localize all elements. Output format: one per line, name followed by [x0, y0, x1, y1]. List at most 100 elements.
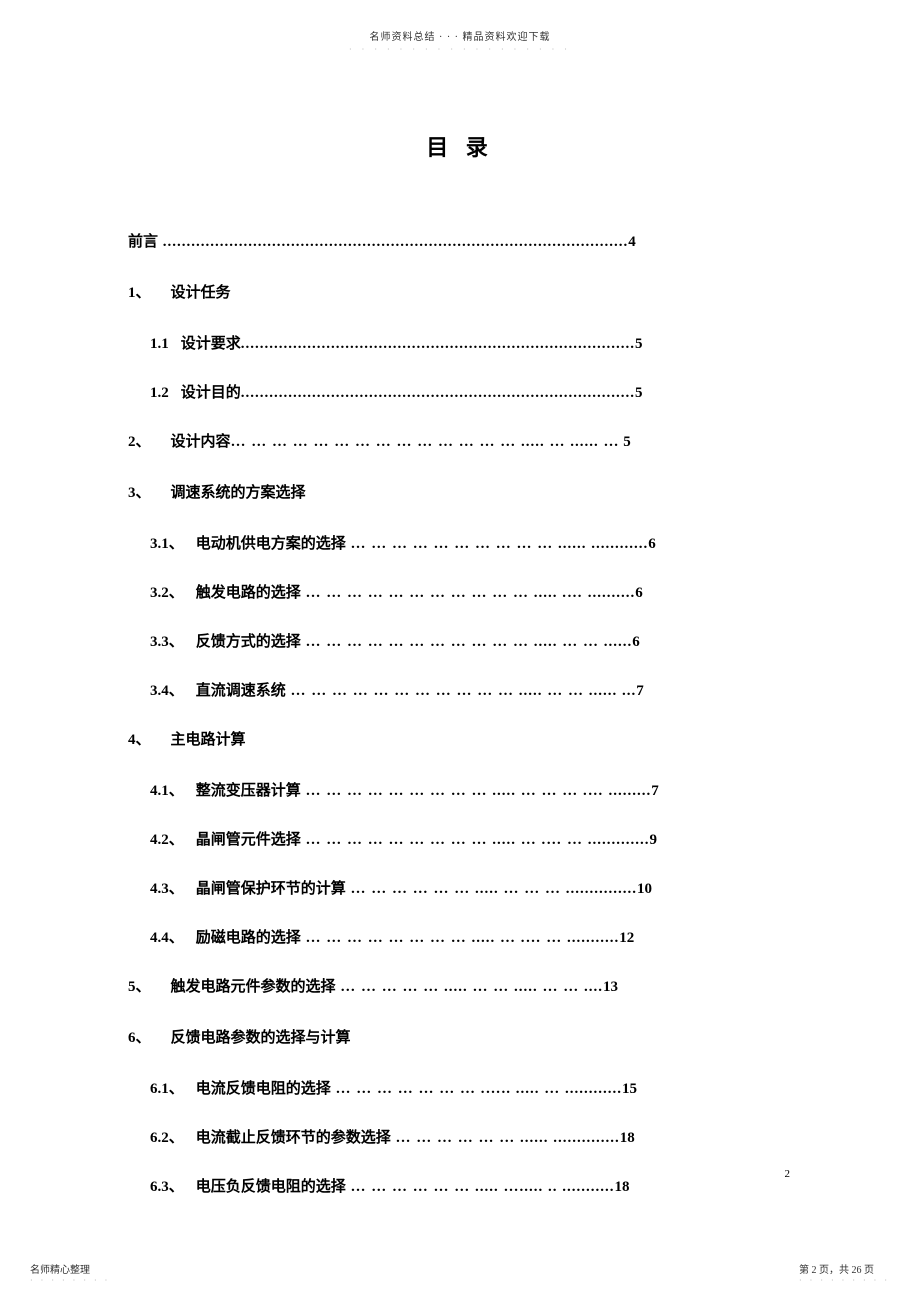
toc-label: 反馈方式的选择	[196, 630, 301, 651]
toc-label: 反馈电路参数的选择与计算	[171, 1026, 351, 1047]
toc-label: 设计内容	[171, 430, 231, 451]
toc-label: 触发电路的选择	[196, 581, 301, 602]
toc-item: 3.1、电动机供电方案的选择 … … … … … … … … … … .....…	[128, 532, 778, 553]
toc-item: 1、设计任务	[128, 281, 778, 302]
toc-page: 7	[636, 683, 644, 699]
toc-number: 4、	[128, 728, 151, 749]
toc-item: 3、调速系统的方案选择	[128, 481, 778, 502]
toc-item: 1.2 设计目的.................................…	[128, 381, 778, 402]
toc-number: 3.2、	[150, 581, 184, 602]
toc-label: 设计要求	[181, 332, 241, 353]
toc-page: 6	[648, 536, 656, 552]
toc-label: 电流截止反馈环节的参数选择	[196, 1126, 391, 1147]
document-title: 目 录	[0, 130, 920, 162]
toc-page: 5	[620, 434, 631, 450]
toc-label: 晶闸管保护环节的计算	[196, 877, 346, 898]
toc-page: 5	[635, 385, 643, 401]
header-dots: · · · · · · · · · · · · · · · · · ·	[0, 45, 920, 54]
toc-number: 6.2、	[150, 1126, 184, 1147]
toc-item: 2、设计内容… … … … … … … … … … … … … … ..... …	[128, 430, 778, 451]
toc-number: 6.3、	[150, 1175, 184, 1196]
toc-item: 4.1、整流变压器计算 … … … … … … … … … ..... … … …	[128, 779, 778, 800]
toc-item: 4.2、晶闸管元件选择 … … … … … … … … … ..... … .……	[128, 828, 778, 849]
toc-page: 18	[620, 1130, 635, 1146]
toc-dots: … … … … … ..... … … ..... … … ....	[336, 979, 604, 995]
footer-left-text: 名师精心整理	[30, 1261, 110, 1276]
toc-item: 6、反馈电路参数的选择与计算	[128, 1026, 778, 1047]
toc-page: 6	[635, 585, 643, 601]
toc-number: 1.2	[150, 385, 169, 402]
toc-number: 1.1	[150, 336, 169, 353]
toc-dots: ........................................…	[241, 336, 635, 352]
toc-page: 7	[651, 783, 659, 799]
toc-item: 4、主电路计算	[128, 728, 778, 749]
document-header: 名师资料总结 · · · 精品资料欢迎下载 · · · · · · · · · …	[0, 28, 920, 54]
toc-dots: … … … … … … … … … … … ..... .… .........…	[301, 585, 636, 601]
toc-page: 10	[637, 881, 652, 897]
toc-item: 1.1 设计要求.................................…	[128, 332, 778, 353]
toc-dots: … … … … … … ...... ..............	[391, 1130, 620, 1146]
toc-page: 5	[635, 336, 643, 352]
toc-item: 5、触发电路元件参数的选择 … … … … … ..... … … ..... …	[128, 975, 778, 996]
toc-label: 主电路计算	[171, 728, 246, 749]
toc-dots: … … … … … … … … … … … ..... … … ...... .…	[286, 683, 637, 699]
toc-item: 3.4、直流调速系统 … … … … … … … … … … … ..... ……	[128, 679, 778, 700]
toc-dots: … … … … … … … … … … … ..... … … ......	[301, 634, 633, 650]
toc-number: 4.3、	[150, 877, 184, 898]
toc-number: 1、	[128, 281, 151, 302]
toc-label: 晶闸管元件选择	[196, 828, 301, 849]
toc-item: 3.3、反馈方式的选择 … … … … … … … … … … … ..... …	[128, 630, 778, 651]
footer-left: 名师精心整理 · · · · · · · ·	[30, 1261, 110, 1285]
toc-item: 6.1、电流反馈电阻的选择 … … … … … … … .….. ..... ……	[128, 1077, 778, 1098]
footer-right: 第 2 页，共 26 页 · · · · · · · · ·	[799, 1261, 890, 1285]
page-number: 2	[785, 1168, 791, 1180]
toc-label: 前言	[128, 230, 158, 251]
footer-right-text: 第 2 页，共 26 页	[799, 1261, 890, 1276]
toc-dots: … … … … … … … … … … … … … … ..... … ....…	[231, 434, 620, 450]
toc-dots: ........................................…	[241, 385, 635, 401]
toc-page: 4	[628, 234, 636, 250]
footer-right-dots: · · · · · · · · ·	[799, 1276, 890, 1285]
toc-label: 电动机供电方案的选择	[196, 532, 346, 553]
toc-number: 4.4、	[150, 926, 184, 947]
toc-label: 设计目的	[181, 381, 241, 402]
toc-page: 15	[622, 1081, 637, 1097]
toc-number: 5、	[128, 975, 151, 996]
toc-number: 3、	[128, 481, 151, 502]
toc-label: 设计任务	[171, 281, 231, 302]
toc-page: 13	[603, 979, 618, 995]
toc-page: 9	[650, 832, 658, 848]
toc-page: 18	[615, 1179, 630, 1195]
toc-dots: … … … … … … ..... … … … ...............	[346, 881, 637, 897]
toc-label: 直流调速系统	[196, 679, 286, 700]
toc-number: 4.2、	[150, 828, 184, 849]
toc-dots: … … … … … … … .….. ..... … ............	[331, 1081, 622, 1097]
toc-label: 电压负反馈电阻的选择	[196, 1175, 346, 1196]
toc-number: 2、	[128, 430, 151, 451]
toc-number: 4.1、	[150, 779, 184, 800]
toc-page: 12	[619, 930, 634, 946]
toc-number: 3.4、	[150, 679, 184, 700]
toc-label: 励磁电路的选择	[196, 926, 301, 947]
toc-dots: … … … … … … … … … ..... … .… … .........…	[301, 832, 650, 848]
toc-number: 6、	[128, 1026, 151, 1047]
toc-page: 6	[632, 634, 640, 650]
toc-number: 3.3、	[150, 630, 184, 651]
toc-item: 6.3、电压负反馈电阻的选择 … … … … … … ..... …..... …	[128, 1175, 778, 1196]
toc-label: 触发电路元件参数的选择	[171, 975, 336, 996]
toc-dots: … … … … … … … … … … ...... ............	[346, 536, 649, 552]
toc-number: 3.1、	[150, 532, 184, 553]
toc-item: 4.3、晶闸管保护环节的计算 … … … … … … ..... … … … .…	[128, 877, 778, 898]
toc-dots: … … … … … … ..... …..... .. ...........	[346, 1179, 615, 1195]
footer-left-dots: · · · · · · · ·	[30, 1276, 110, 1285]
toc-item: 6.2、电流截止反馈环节的参数选择 … … … … … … ...... ...…	[128, 1126, 778, 1147]
toc-item: 4.4、励磁电路的选择 … … … … … … … … ..... … .… ……	[128, 926, 778, 947]
toc-dots: … … … … … … … … ..... … .… … ...........	[301, 930, 620, 946]
header-text: 名师资料总结 · · · 精品资料欢迎下载	[0, 28, 920, 43]
toc-item: 前言 .....................................…	[128, 230, 778, 251]
toc-item: 3.2、触发电路的选择 … … … … … … … … … … … ..... …	[128, 581, 778, 602]
toc-label: 整流变压器计算	[196, 779, 301, 800]
toc-label: 调速系统的方案选择	[171, 481, 306, 502]
toc-dots: ........................................…	[158, 234, 628, 250]
toc-number: 6.1、	[150, 1077, 184, 1098]
